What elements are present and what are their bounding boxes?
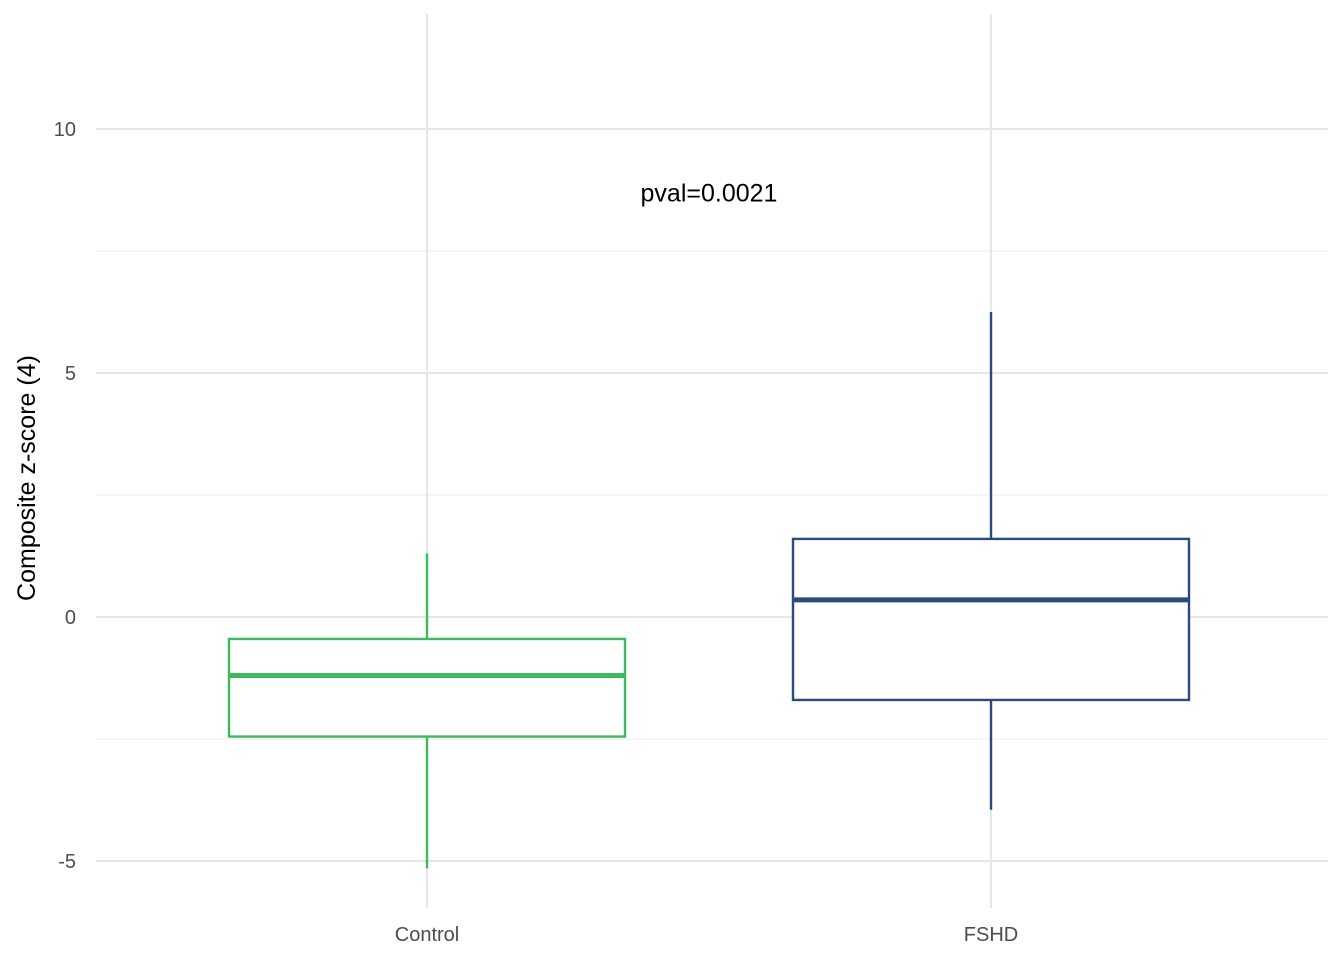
y-tick-label: 0 [65,607,76,629]
y-tick-label: -5 [58,851,76,873]
label-layer: -5 0 5 10 Control FSHD pval=0.0021 [54,119,1018,946]
pvalue-annotation: pval=0.0021 [641,179,778,207]
x-tick-label: FSHD [964,924,1018,946]
y-axis-title: Composite z-score (4) [13,355,41,601]
y-tick-label: 5 [65,363,76,385]
box-iqr [791,537,1191,702]
box-control [227,553,627,869]
box-fshd [791,312,1191,810]
box-iqr [227,637,627,738]
box-layer [227,312,1191,869]
x-tick-label: Control [395,924,459,946]
grid-layer [96,14,1328,908]
y-tick-label: 10 [54,119,76,141]
